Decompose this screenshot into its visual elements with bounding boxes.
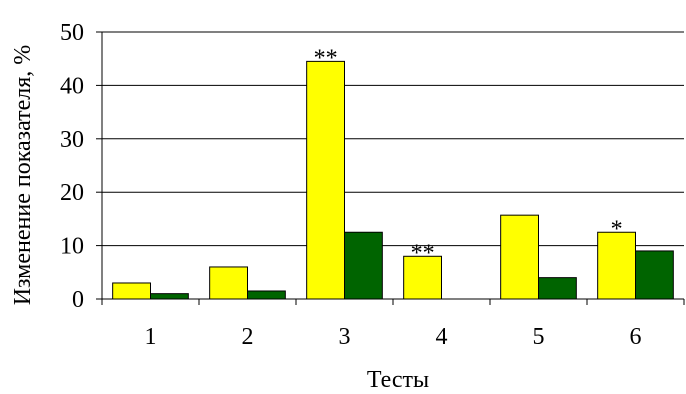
bar-series-2-cat-6 [635, 250, 674, 300]
y-tick-label: 20 [60, 180, 84, 206]
x-tick-label: 4 [436, 324, 448, 350]
y-tick-label: 30 [60, 127, 84, 153]
bar-series-1-cat-4 [403, 255, 443, 300]
bar-series-1-cat-5 [500, 214, 540, 300]
y-tick-labels: 0 10 20 30 40 50 [60, 20, 84, 313]
bar-series-2-cat-5 [538, 277, 577, 300]
axes [96, 31, 685, 305]
bar-series-1-cat-6 [597, 231, 636, 300]
x-tick-label: 1 [145, 324, 157, 350]
significance-annotation: * [611, 216, 623, 242]
significance-annotation: ** [411, 240, 435, 266]
x-tick-label: 2 [242, 324, 254, 350]
bars [112, 60, 674, 300]
significance-annotation: ** [314, 45, 338, 71]
bar-series-1-cat-2 [209, 266, 248, 300]
y-tick-label: 0 [72, 287, 84, 313]
x-tick-label: 6 [630, 324, 642, 350]
x-tick-label: 3 [339, 324, 351, 350]
x-tick-label: 5 [533, 324, 545, 350]
bar-series-2-cat-1 [150, 293, 189, 300]
annotations: ***** [314, 45, 623, 266]
y-axis-title: Изменение показателя, % [10, 45, 36, 306]
bar-series-1-cat-1 [112, 282, 151, 300]
bar-series-1-cat-3 [306, 60, 346, 300]
bar-series-2-cat-2 [247, 290, 286, 300]
gridlines [102, 31, 684, 247]
y-tick-label: 40 [60, 73, 84, 99]
x-axis-title: Тесты [367, 367, 429, 393]
y-tick-label: 10 [60, 234, 84, 260]
x-tick-labels: 1 2 3 4 5 6 [145, 324, 642, 350]
y-tick-label: 50 [60, 20, 84, 46]
bar-series-2-cat-3 [344, 231, 383, 300]
